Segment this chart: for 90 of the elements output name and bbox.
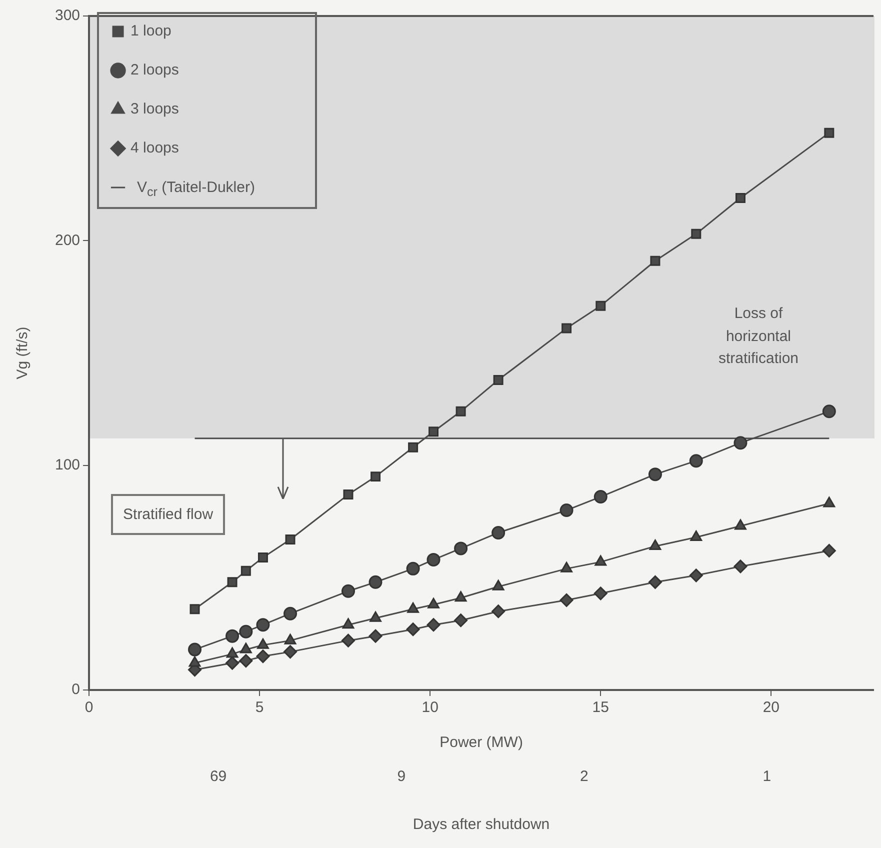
point — [190, 604, 200, 614]
point — [370, 611, 382, 622]
point — [456, 406, 466, 416]
point — [492, 526, 506, 540]
text: 69 — [210, 768, 227, 785]
point — [734, 560, 748, 574]
point — [690, 530, 702, 541]
point — [408, 442, 418, 452]
y-tick-label: 0 — [72, 681, 80, 698]
point — [342, 618, 354, 629]
point — [650, 256, 660, 266]
point — [370, 472, 381, 482]
point — [341, 584, 355, 598]
point — [596, 300, 606, 311]
point — [240, 566, 251, 576]
point — [493, 374, 504, 385]
point — [594, 555, 607, 566]
band-label: Loss of horizontal stratification — [717, 304, 800, 370]
point — [648, 575, 662, 589]
point — [239, 654, 253, 668]
x-tick-label: 15 — [592, 699, 609, 716]
point — [368, 629, 382, 643]
point — [735, 192, 746, 203]
point — [822, 404, 836, 418]
text: 2 — [580, 768, 588, 785]
x-tick-label: 10 — [422, 699, 438, 716]
point — [240, 642, 252, 654]
y-axis-title: Vg (ft/s) — [14, 326, 32, 380]
point — [407, 602, 419, 613]
point — [648, 468, 662, 482]
point — [562, 323, 572, 334]
point — [560, 593, 574, 607]
point — [594, 490, 608, 504]
x-tick-label: 0 — [84, 699, 94, 716]
annotation: Stratified flow — [111, 494, 226, 536]
point — [824, 128, 834, 138]
point — [285, 534, 296, 544]
legend-label: 2 loops — [130, 62, 179, 79]
point — [258, 552, 268, 562]
point — [594, 586, 608, 600]
point — [284, 606, 298, 620]
y-tick-label: 300 — [54, 7, 80, 24]
point — [649, 539, 662, 550]
x2-axis-title: Days after shutdown — [412, 816, 550, 834]
text: 1 — [762, 768, 772, 785]
point — [341, 634, 355, 648]
point — [426, 618, 440, 632]
point — [689, 454, 703, 468]
point — [454, 542, 468, 556]
point — [426, 552, 440, 566]
point — [257, 638, 269, 649]
point — [689, 568, 703, 582]
point — [406, 562, 420, 576]
point — [428, 426, 439, 437]
legend-label: 1 loop — [130, 22, 172, 40]
legend-label: 3 loops — [130, 100, 179, 118]
point — [239, 624, 253, 638]
x-tick-label: 5 — [255, 699, 264, 716]
legend-label: 4 loops — [130, 140, 179, 157]
point — [560, 504, 574, 518]
point — [368, 575, 382, 589]
point — [492, 604, 506, 618]
point — [256, 618, 270, 632]
point — [284, 645, 298, 659]
point — [226, 629, 240, 643]
x-axis-title: Power (MW) — [440, 734, 523, 752]
point — [560, 562, 572, 572]
point — [188, 656, 201, 667]
legend-label: V$_{cr}$ (Taitel-Dukler) — [137, 179, 255, 199]
point — [188, 642, 202, 656]
point — [454, 591, 467, 602]
point — [428, 598, 440, 608]
y-tick-label: 100 — [54, 456, 80, 474]
point — [822, 544, 836, 558]
point — [823, 496, 836, 508]
point — [734, 519, 746, 530]
point — [227, 577, 238, 588]
point — [343, 490, 354, 500]
point — [734, 436, 748, 450]
text: 9 — [397, 768, 406, 785]
point — [284, 634, 296, 644]
point — [492, 580, 504, 590]
point — [454, 614, 468, 628]
y-tick-label: 200 — [54, 232, 80, 249]
point — [226, 647, 238, 658]
point — [256, 650, 270, 664]
point — [226, 656, 240, 670]
point — [691, 228, 702, 239]
point — [406, 622, 420, 636]
x-tick-label: 20 — [762, 699, 780, 716]
